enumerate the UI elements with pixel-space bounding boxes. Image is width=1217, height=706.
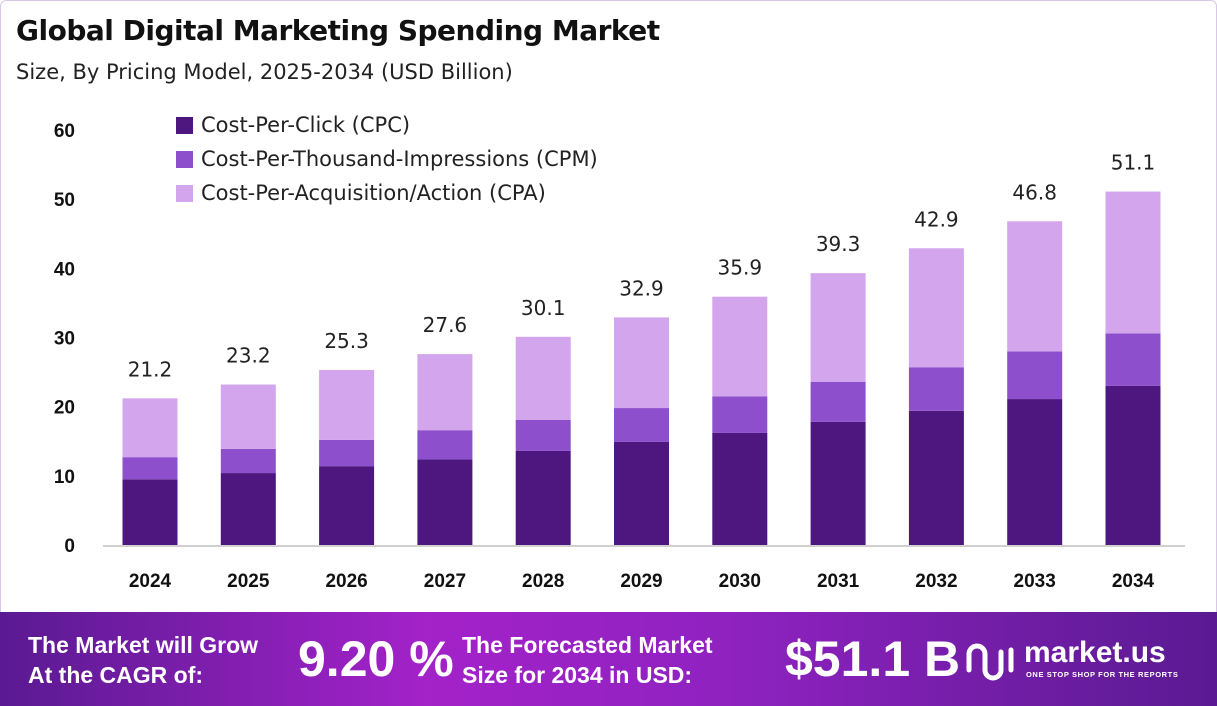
bar-segment-cpm [417,430,473,460]
brand-tagline: ONE STOP SHOP FOR THE REPORTS [1026,670,1179,679]
legend-swatch-cpm [176,150,193,168]
cagr-value: 9.20 % [298,631,454,687]
cagr-label-line1: The Market will Grow [28,632,259,658]
total-data-label: 39.3 [816,232,861,256]
bar-segment-cpa [1007,221,1063,352]
bar-segment-cpc [515,450,571,545]
forecast-label-line1: The Forecasted Market [462,632,713,658]
market-us-logo-icon [966,643,1014,681]
bar-segment-cpc [220,473,276,545]
bar-segment-cpa [220,384,276,449]
x-tick-label: 2025 [227,571,270,592]
y-tick-label: 50 [54,190,75,211]
y-tick-label: 0 [64,536,75,557]
bar-segment-cpc [712,432,768,545]
bar-segment-cpa [908,248,964,368]
legend-item-cpa: Cost-Per-Acquisition/Action (CPA) [176,181,546,205]
legend-item-cpc: Cost-Per-Click (CPC) [176,113,410,137]
bar-segment-cpa [1105,191,1161,334]
bar-segment-cpm [614,408,669,442]
legend-swatch-cpa [176,184,193,202]
total-data-label: 35.9 [718,256,763,280]
bar-segment-cpm [220,448,276,474]
total-data-label: 21.2 [128,357,173,381]
bar-chart: 010203040506021.2202423.2202525.3202627.… [54,121,1185,592]
bar-segment-cpm [515,419,571,451]
total-data-label: 30.1 [521,296,566,320]
legend-label: Cost-Per-Acquisition/Action (CPA) [201,181,546,205]
cagr-label-line2: At the CAGR of: [28,662,204,688]
x-tick-label: 2028 [522,571,564,592]
bar-segment-cpa [319,370,375,440]
x-tick-label: 2026 [325,571,367,592]
y-tick-label: 30 [54,329,75,350]
y-tick-label: 40 [54,259,75,280]
bar-segment-cpc [810,421,866,545]
x-tick-label: 2029 [620,571,662,592]
bar-segment-cpc [614,441,669,545]
y-tick-label: 60 [54,121,75,142]
brand-name: market.us [1024,636,1166,669]
x-tick-label: 2032 [915,571,957,592]
bar-segment-cpm [122,457,178,480]
y-tick-label: 20 [54,398,75,419]
bar-segment-cpm [319,439,375,467]
bar-segment-cpc [417,459,473,545]
total-data-label: 23.2 [226,344,271,368]
bar-segment-cpm [1105,333,1161,386]
chart-title: Global Digital Marketing Spending Market [16,14,660,47]
bar-segment-cpc [319,466,375,545]
bar-segment-cpc [908,410,964,545]
bar-segment-cpc [122,479,178,545]
bar-segment-cpa [810,273,866,382]
forecast-label-line2: Size for 2034 in USD: [462,662,693,688]
legend-item-cpm: Cost-Per-Thousand-Impressions (CPM) [176,147,598,171]
x-tick-label: 2034 [1112,571,1155,592]
bar-segment-cpa [122,398,178,458]
total-data-label: 25.3 [324,329,369,353]
legend-label: Cost-Per-Thousand-Impressions (CPM) [201,147,598,171]
bar-segment-cpm [712,396,768,433]
total-data-label: 51.1 [1111,151,1156,175]
y-tick-label: 10 [54,467,75,488]
legend-swatch-cpc [176,116,193,134]
x-tick-label: 2027 [424,571,466,592]
total-data-label: 27.6 [423,313,468,337]
x-tick-label: 2030 [719,571,761,592]
total-data-label: 46.8 [1012,180,1057,204]
bar-segment-cpm [908,367,964,411]
bar-segment-cpm [1007,351,1063,400]
total-data-label: 32.9 [619,276,664,300]
forecast-value: $51.1 B [785,631,961,687]
chart-subtitle: Size, By Pricing Model, 2025-2034 (USD B… [16,60,513,84]
bar-segment-cpm [810,381,866,422]
bar-segment-cpa [515,336,571,420]
bar-segment-cpc [1105,385,1161,545]
total-data-label: 42.9 [914,207,959,231]
bar-segment-cpa [614,317,669,409]
footer-banner: The Market will Grow At the CAGR of: 9.2… [0,612,1217,706]
x-tick-label: 2024 [129,571,172,592]
bar-segment-cpa [417,354,473,431]
x-tick-label: 2031 [817,571,860,592]
bar-segment-cpc [1007,399,1063,545]
legend-label: Cost-Per-Click (CPC) [201,113,411,137]
bar-segment-cpa [712,296,768,397]
x-tick-label: 2033 [1014,571,1056,592]
